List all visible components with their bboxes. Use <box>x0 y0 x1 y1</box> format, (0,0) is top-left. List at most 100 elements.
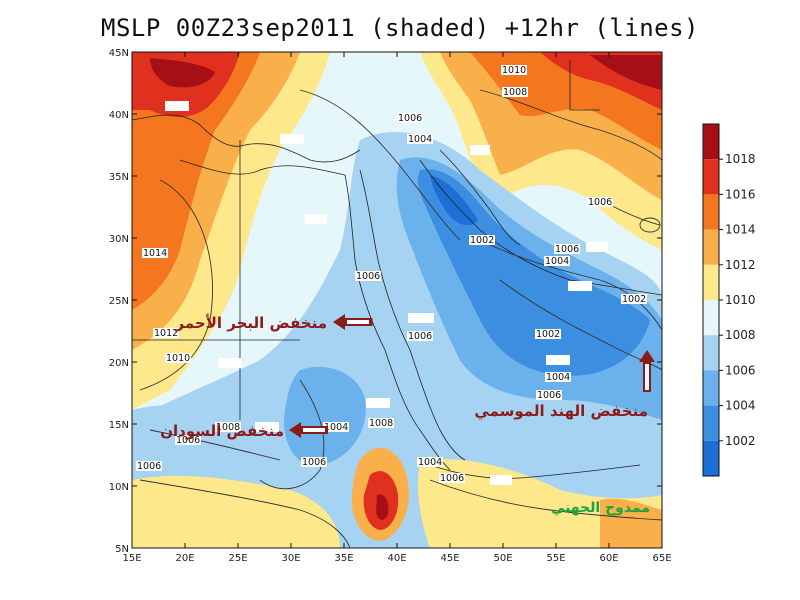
contour-label-bg <box>175 435 201 445</box>
gulf-coast <box>419 159 662 296</box>
colorbar-segment <box>703 159 719 195</box>
lon-tick-label: 60E <box>599 553 618 564</box>
lon-tick-label: 20E <box>175 553 194 564</box>
colorbar-label: 1004 <box>725 399 756 413</box>
colorbar-segment <box>703 335 719 371</box>
contour-label: 1014 <box>143 248 167 259</box>
contour-label-bg <box>407 331 433 341</box>
colorbar-label: 1016 <box>725 187 756 201</box>
blank-box <box>165 101 189 111</box>
contour-label: 1004 <box>418 457 442 468</box>
blank-box <box>408 313 434 323</box>
contour-label-bg <box>407 134 433 144</box>
pressure-shading <box>132 52 662 548</box>
contour-label-bg <box>355 271 381 281</box>
contour-label-bg <box>153 328 179 338</box>
lat-tick-label: 40N <box>109 110 129 121</box>
contour-label: 1006 <box>356 271 380 282</box>
label-monsoon-low: منخفض الهند الموسمي <box>474 402 648 420</box>
contour-label: 1002 <box>470 235 494 246</box>
border-3 <box>569 60 600 111</box>
lon-tick-label: 55E <box>546 553 565 564</box>
contour-label: 1010 <box>502 65 526 76</box>
lat-tick-label: 30N <box>109 234 129 245</box>
colorbar-label: 1018 <box>725 152 756 166</box>
lon-tick-label: 50E <box>493 553 512 564</box>
lat-tick-label: 15N <box>109 420 129 431</box>
blank-box <box>366 398 390 408</box>
contour-label: 1006 <box>302 457 326 468</box>
contour-label: 1004 <box>408 134 432 145</box>
contour-label-bg <box>215 422 241 432</box>
red-sea-west <box>344 174 451 471</box>
isobar-7 <box>259 379 325 490</box>
gulf-aden <box>429 464 641 479</box>
contour-label-bg <box>165 353 191 363</box>
contour-label: 1004 <box>324 422 348 433</box>
lat-tick-label: 45N <box>109 48 129 59</box>
contour-label: 1012 <box>154 328 178 339</box>
contour-label: 1002 <box>536 329 560 340</box>
colorbar-label: 1012 <box>725 258 756 272</box>
colorbar-segment <box>703 229 719 265</box>
contour-label: 1004 <box>545 256 569 267</box>
blank-box <box>568 281 592 291</box>
contour-label-bg <box>439 473 465 483</box>
blank-box <box>280 134 304 144</box>
contour-label: 1006 <box>588 197 612 208</box>
lat-tick-label: 5N <box>115 544 129 555</box>
colorbar-segment <box>703 194 719 230</box>
contour-label: 1004 <box>546 372 570 383</box>
author-signature: ممدوح الجهني <box>551 500 650 516</box>
shade-sudan-low <box>284 366 366 466</box>
contour-label-bg <box>544 256 570 266</box>
contour-label-bg <box>502 87 528 97</box>
blank-box <box>470 145 490 155</box>
lon-tick-label: 65E <box>652 553 671 564</box>
colorbar-label: 1008 <box>725 328 756 342</box>
gulf-inner <box>439 149 521 246</box>
lon-tick-label: 45E <box>440 553 459 564</box>
blank-box <box>490 475 512 485</box>
colorbar-segment <box>703 405 719 441</box>
isobar-5 <box>479 239 662 331</box>
contour-label-bg <box>397 113 423 123</box>
contour-label-bg <box>501 65 527 75</box>
isobar-9 <box>139 479 351 548</box>
contour-label-bg <box>142 248 168 258</box>
contour-label-bg <box>136 461 162 471</box>
med-coast-north <box>132 114 361 163</box>
contour-label: 1006 <box>555 244 579 255</box>
blank-box <box>586 242 608 252</box>
contour-label-bg <box>368 418 394 428</box>
colorbar-segment <box>703 124 719 160</box>
colorbar-label: 1014 <box>725 223 756 237</box>
lon-tick-label: 30E <box>281 553 300 564</box>
isobar-3 <box>479 89 662 161</box>
lat-tick-label: 25N <box>109 296 129 307</box>
contour-label-bg <box>417 457 443 467</box>
contour-label-bg <box>323 422 349 432</box>
arrow-inner-3 <box>645 364 649 390</box>
lon-tick-label: 15E <box>122 553 141 564</box>
blank-label-boxes <box>165 101 608 485</box>
lon-tick-label: 35E <box>334 553 353 564</box>
contour-label: 1006 <box>537 390 561 401</box>
shade-1002-core <box>430 175 478 226</box>
coastlines <box>132 60 662 479</box>
contour-label: 1006 <box>176 435 200 446</box>
shade-sudan-west <box>132 404 291 486</box>
contour-label: 1008 <box>216 422 240 433</box>
red-sea-east <box>359 169 466 461</box>
lat-tick-label: 20N <box>109 358 129 369</box>
shade-south-yellow <box>132 475 340 548</box>
isobar-8 <box>149 429 281 461</box>
longitude-ticks: 15E 20E 25E 30E 35E 40E 45E 50E 55E 60E 65E <box>122 52 672 564</box>
isobar-10 <box>429 479 662 521</box>
contour-label-bg <box>301 457 327 467</box>
shade-1014-west <box>132 52 260 310</box>
arrow-inner-2 <box>303 428 325 432</box>
colorbar-segment <box>703 264 719 300</box>
label-sudan-low: منخفض السودان <box>160 422 284 440</box>
